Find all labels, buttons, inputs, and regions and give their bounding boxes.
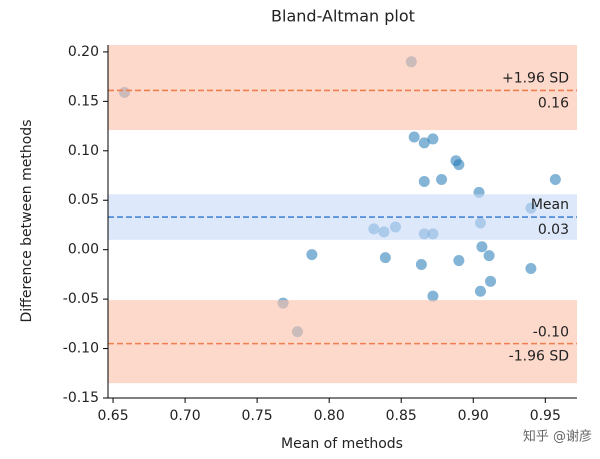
point xyxy=(379,252,391,264)
point xyxy=(415,259,427,271)
y-tick-label: 0.15 xyxy=(68,93,99,109)
point xyxy=(549,173,561,185)
point xyxy=(476,241,488,253)
reference-line-name: +1.96 SD xyxy=(502,70,569,86)
x-tick-label: 0.95 xyxy=(530,408,561,424)
point xyxy=(418,137,430,149)
y-tick-label: 0.10 xyxy=(68,143,99,159)
watermark: 知乎 @谢彦 xyxy=(523,429,592,445)
point xyxy=(453,159,465,171)
chart-title: Bland-Altman plot xyxy=(271,7,415,26)
y-tick-label: 0.20 xyxy=(68,44,99,60)
reference-line-name: -1.96 SD xyxy=(509,349,569,365)
point xyxy=(427,133,439,145)
x-tick-label: 0.65 xyxy=(97,408,128,424)
point xyxy=(485,275,497,287)
point xyxy=(483,250,495,262)
x-tick-label: 0.70 xyxy=(170,408,201,424)
band xyxy=(108,45,577,131)
y-tick-label: 0.00 xyxy=(68,242,99,258)
point xyxy=(453,255,465,267)
x-tick-label: 0.75 xyxy=(242,408,273,424)
y-tick-label: 0.05 xyxy=(68,192,99,208)
reference-line-value: 0.03 xyxy=(538,222,569,238)
reference-line-value: -0.10 xyxy=(533,325,569,341)
x-tick-label: 0.85 xyxy=(386,408,417,424)
point xyxy=(408,131,420,143)
x-tick-label: 0.80 xyxy=(314,408,345,424)
y-tick-label: -0.10 xyxy=(63,341,99,357)
point xyxy=(436,173,448,185)
y-tick-label: -0.05 xyxy=(63,291,99,307)
reference-line-value: 0.16 xyxy=(538,95,569,111)
point xyxy=(525,262,537,274)
point xyxy=(427,290,439,302)
x-tick-label: 0.90 xyxy=(458,408,489,424)
point xyxy=(418,175,430,187)
band xyxy=(108,300,577,384)
point xyxy=(474,285,486,297)
point xyxy=(306,249,318,261)
reference-line-name: Mean xyxy=(531,197,569,213)
x-axis-label: Mean of methods xyxy=(281,436,403,452)
y-tick-label: -0.15 xyxy=(63,390,99,406)
y-axis-label: Difference between methods xyxy=(19,120,35,323)
